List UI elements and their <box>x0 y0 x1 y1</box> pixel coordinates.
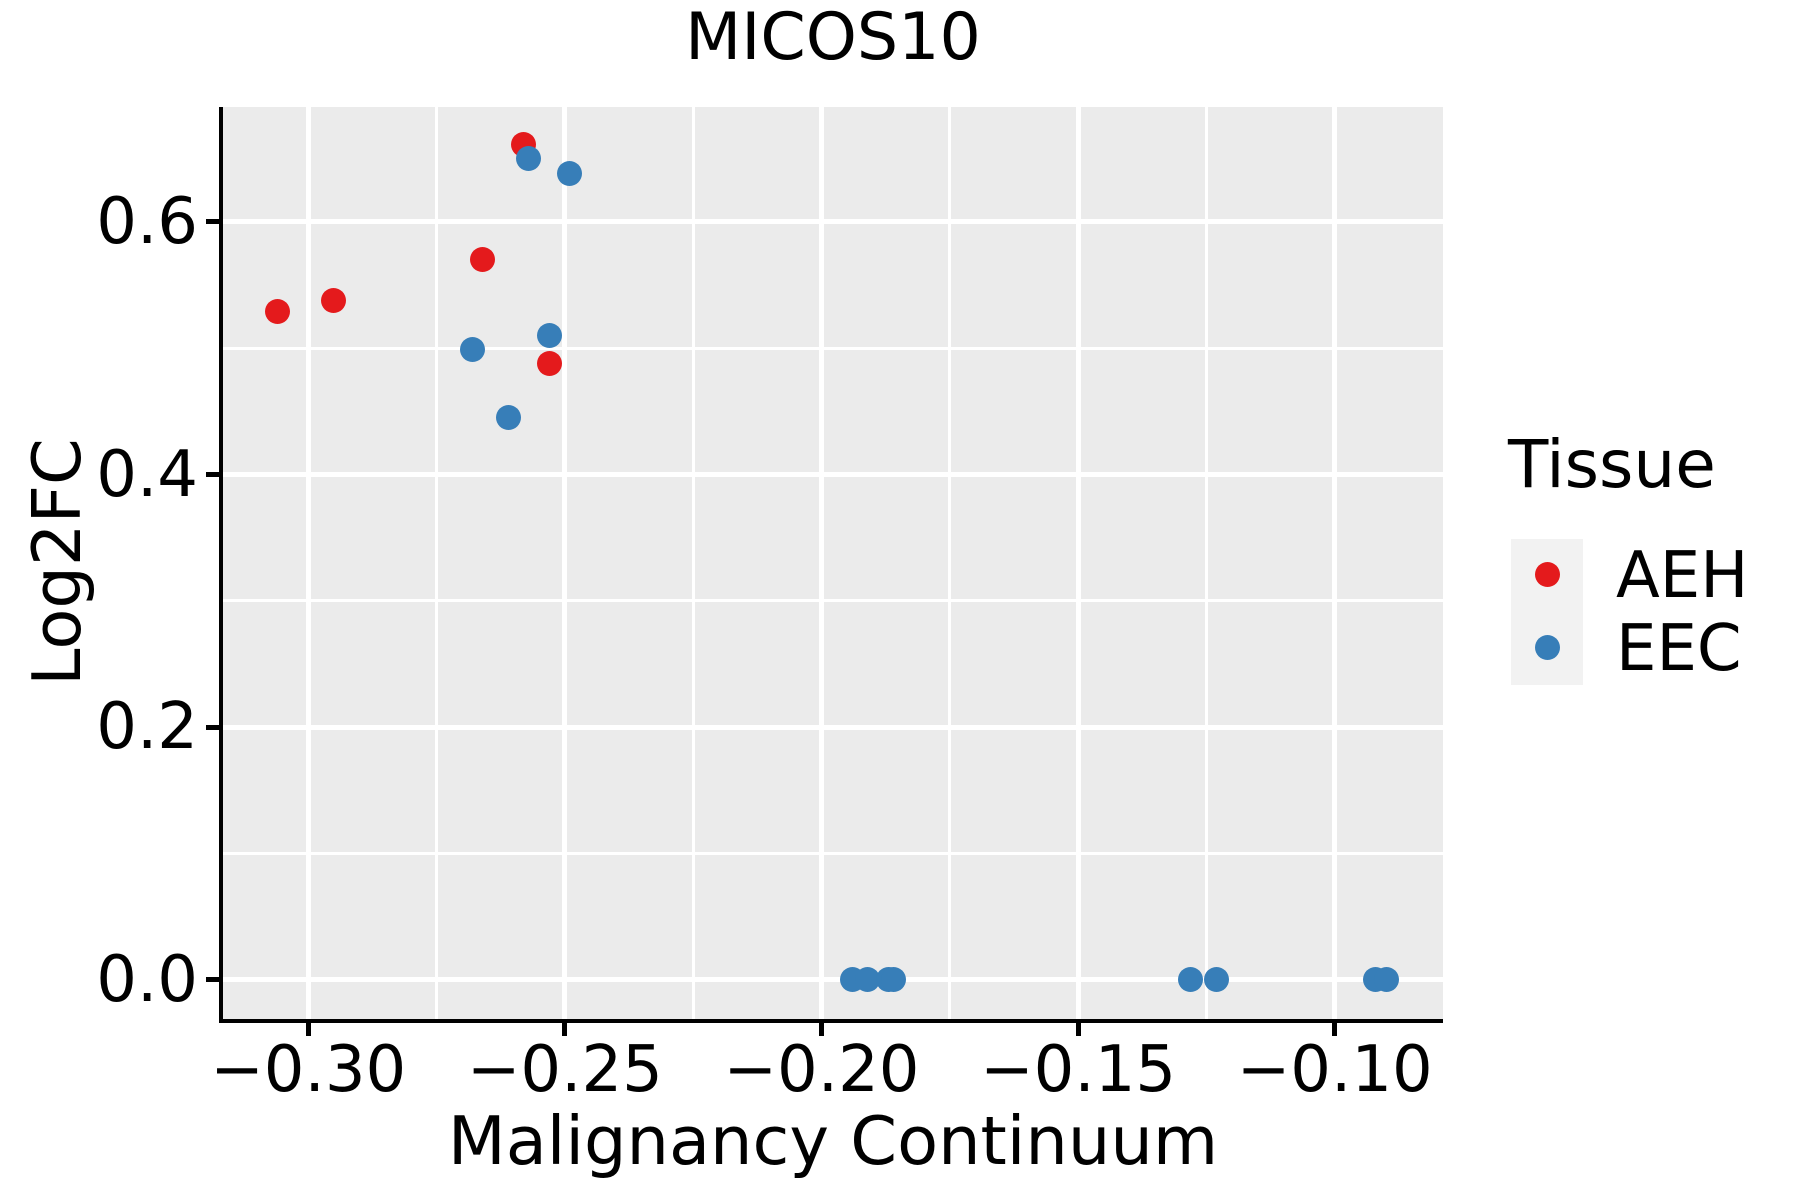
point-eec <box>1204 967 1230 993</box>
legend-label-aeh: AEH <box>1616 539 1749 613</box>
y-tick-mark <box>206 977 219 983</box>
x-tick-label: −0.10 <box>1236 1033 1433 1107</box>
legend-label-eec: EEC <box>1616 612 1742 686</box>
point-eec <box>516 146 542 172</box>
point-eec <box>1373 967 1399 993</box>
y-tick-mark <box>206 219 219 225</box>
y-tick-mark <box>206 472 219 478</box>
x-tick-label: −0.25 <box>466 1033 663 1107</box>
gridline-y-minor <box>223 852 1443 856</box>
x-tick-label: −0.30 <box>210 1033 407 1107</box>
point-eec <box>495 405 521 431</box>
gridline-x-minor <box>691 107 695 1019</box>
gridline-y-major <box>223 219 1443 225</box>
y-tick-label: 0.0 <box>96 942 198 1017</box>
gridline-x-major <box>305 107 311 1019</box>
x-tick-mark <box>1075 1023 1081 1036</box>
point-eec <box>1178 967 1204 993</box>
gridline-y-minor <box>223 599 1443 603</box>
legend-dot-aeh <box>1535 562 1560 587</box>
gridline-y-major <box>223 724 1443 730</box>
point-aeh <box>536 350 562 376</box>
gridline-x-major <box>1075 107 1081 1019</box>
point-eec <box>536 323 562 349</box>
point-aeh <box>321 287 347 313</box>
x-tick-mark <box>305 1023 311 1036</box>
x-axis-line <box>219 1019 1443 1023</box>
y-tick-label: 0.6 <box>96 184 198 259</box>
legend-dot-eec <box>1535 635 1560 660</box>
chart-title: MICOS10 <box>685 0 981 75</box>
gridline-y-major <box>223 472 1443 478</box>
gridline-x-minor <box>435 107 438 1019</box>
x-axis-title: Malignancy Continuum <box>447 1102 1219 1180</box>
y-tick-label: 0.4 <box>96 437 198 512</box>
gridline-x-major <box>1332 107 1338 1019</box>
point-eec <box>557 161 583 187</box>
gridline-y-minor <box>223 346 1443 350</box>
legend-keys-background <box>1511 539 1583 685</box>
y-axis-line <box>219 107 223 1023</box>
x-tick-label: −0.20 <box>723 1033 920 1107</box>
y-tick-label: 0.2 <box>96 690 198 765</box>
point-eec <box>459 337 485 363</box>
y-tick-mark <box>206 724 219 730</box>
plot-panel <box>223 107 1443 1019</box>
gridline-x-major <box>818 107 824 1019</box>
legend-title: Tissue <box>1508 426 1716 503</box>
x-tick-label: −0.15 <box>980 1033 1177 1107</box>
gridline-x-minor <box>948 107 952 1019</box>
point-aeh <box>470 247 496 273</box>
gridline-y-major <box>223 977 1443 983</box>
point-aeh <box>264 299 290 325</box>
point-eec <box>880 967 906 993</box>
x-tick-mark <box>562 1023 568 1036</box>
gridline-x-minor <box>1204 107 1208 1019</box>
x-tick-mark <box>1332 1023 1338 1036</box>
x-tick-mark <box>818 1023 824 1036</box>
gridline-x-major <box>562 107 568 1019</box>
